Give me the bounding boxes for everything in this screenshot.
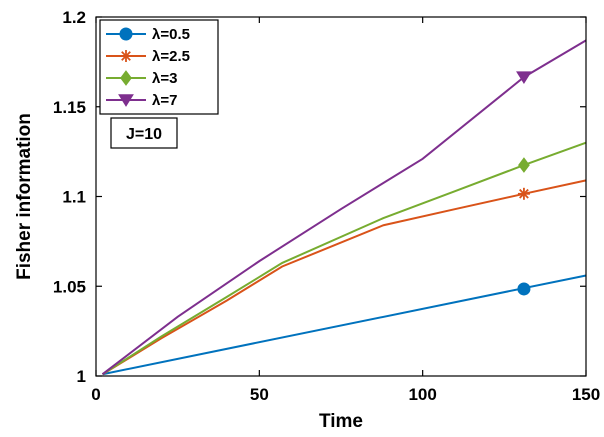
annotation-box: J=10: [110, 117, 178, 149]
y-tick-label: 1.2: [62, 8, 86, 27]
legend-marker-3: [118, 94, 134, 107]
x-tick-label: 100: [408, 385, 436, 404]
y-tick-label: 1.15: [53, 98, 86, 117]
x-tick-label: 0: [91, 385, 100, 404]
legend-box: [99, 19, 219, 115]
legend-label-0: λ=0.5: [152, 26, 190, 43]
series-marker-2: [518, 157, 530, 173]
legend-marker-1-stroke: [121, 51, 131, 61]
series-marker-3: [516, 71, 532, 85]
series-line-2: [101, 141, 587, 376]
y-axis-label: Fisher information: [14, 113, 35, 280]
legend: λ=0.5 λ=2.5 λ=3 λ=7: [99, 19, 219, 115]
series-line-0: [102, 274, 587, 376]
x-axis-label: Time: [319, 411, 363, 432]
series-marker-1-stroke: [519, 188, 529, 199]
plot-area: [101, 39, 587, 376]
series-marker-0: [517, 282, 531, 296]
legend-label-3: λ=7: [152, 92, 177, 109]
y-tick-label: 1.05: [53, 277, 86, 296]
legend-marker-2: [120, 70, 132, 86]
y-tick-label: 1: [77, 367, 86, 386]
legend-label-1: λ=2.5: [152, 48, 190, 65]
series-marker-1: [517, 187, 530, 200]
series-line-1: [102, 179, 587, 376]
ticks: 0 50 100 150 1 1.05 1.1 1.15 1.2: [53, 8, 600, 404]
annotation-text: J=10: [126, 126, 162, 143]
legend-marker-1: [120, 50, 132, 62]
annotation-border: [110, 117, 178, 149]
legend-marker-0: [119, 27, 133, 41]
x-tick-label: 150: [572, 385, 600, 404]
legend-label-2: λ=3: [152, 70, 177, 87]
y-tick-label: 1.1: [62, 188, 86, 207]
x-tick-label: 50: [250, 385, 269, 404]
